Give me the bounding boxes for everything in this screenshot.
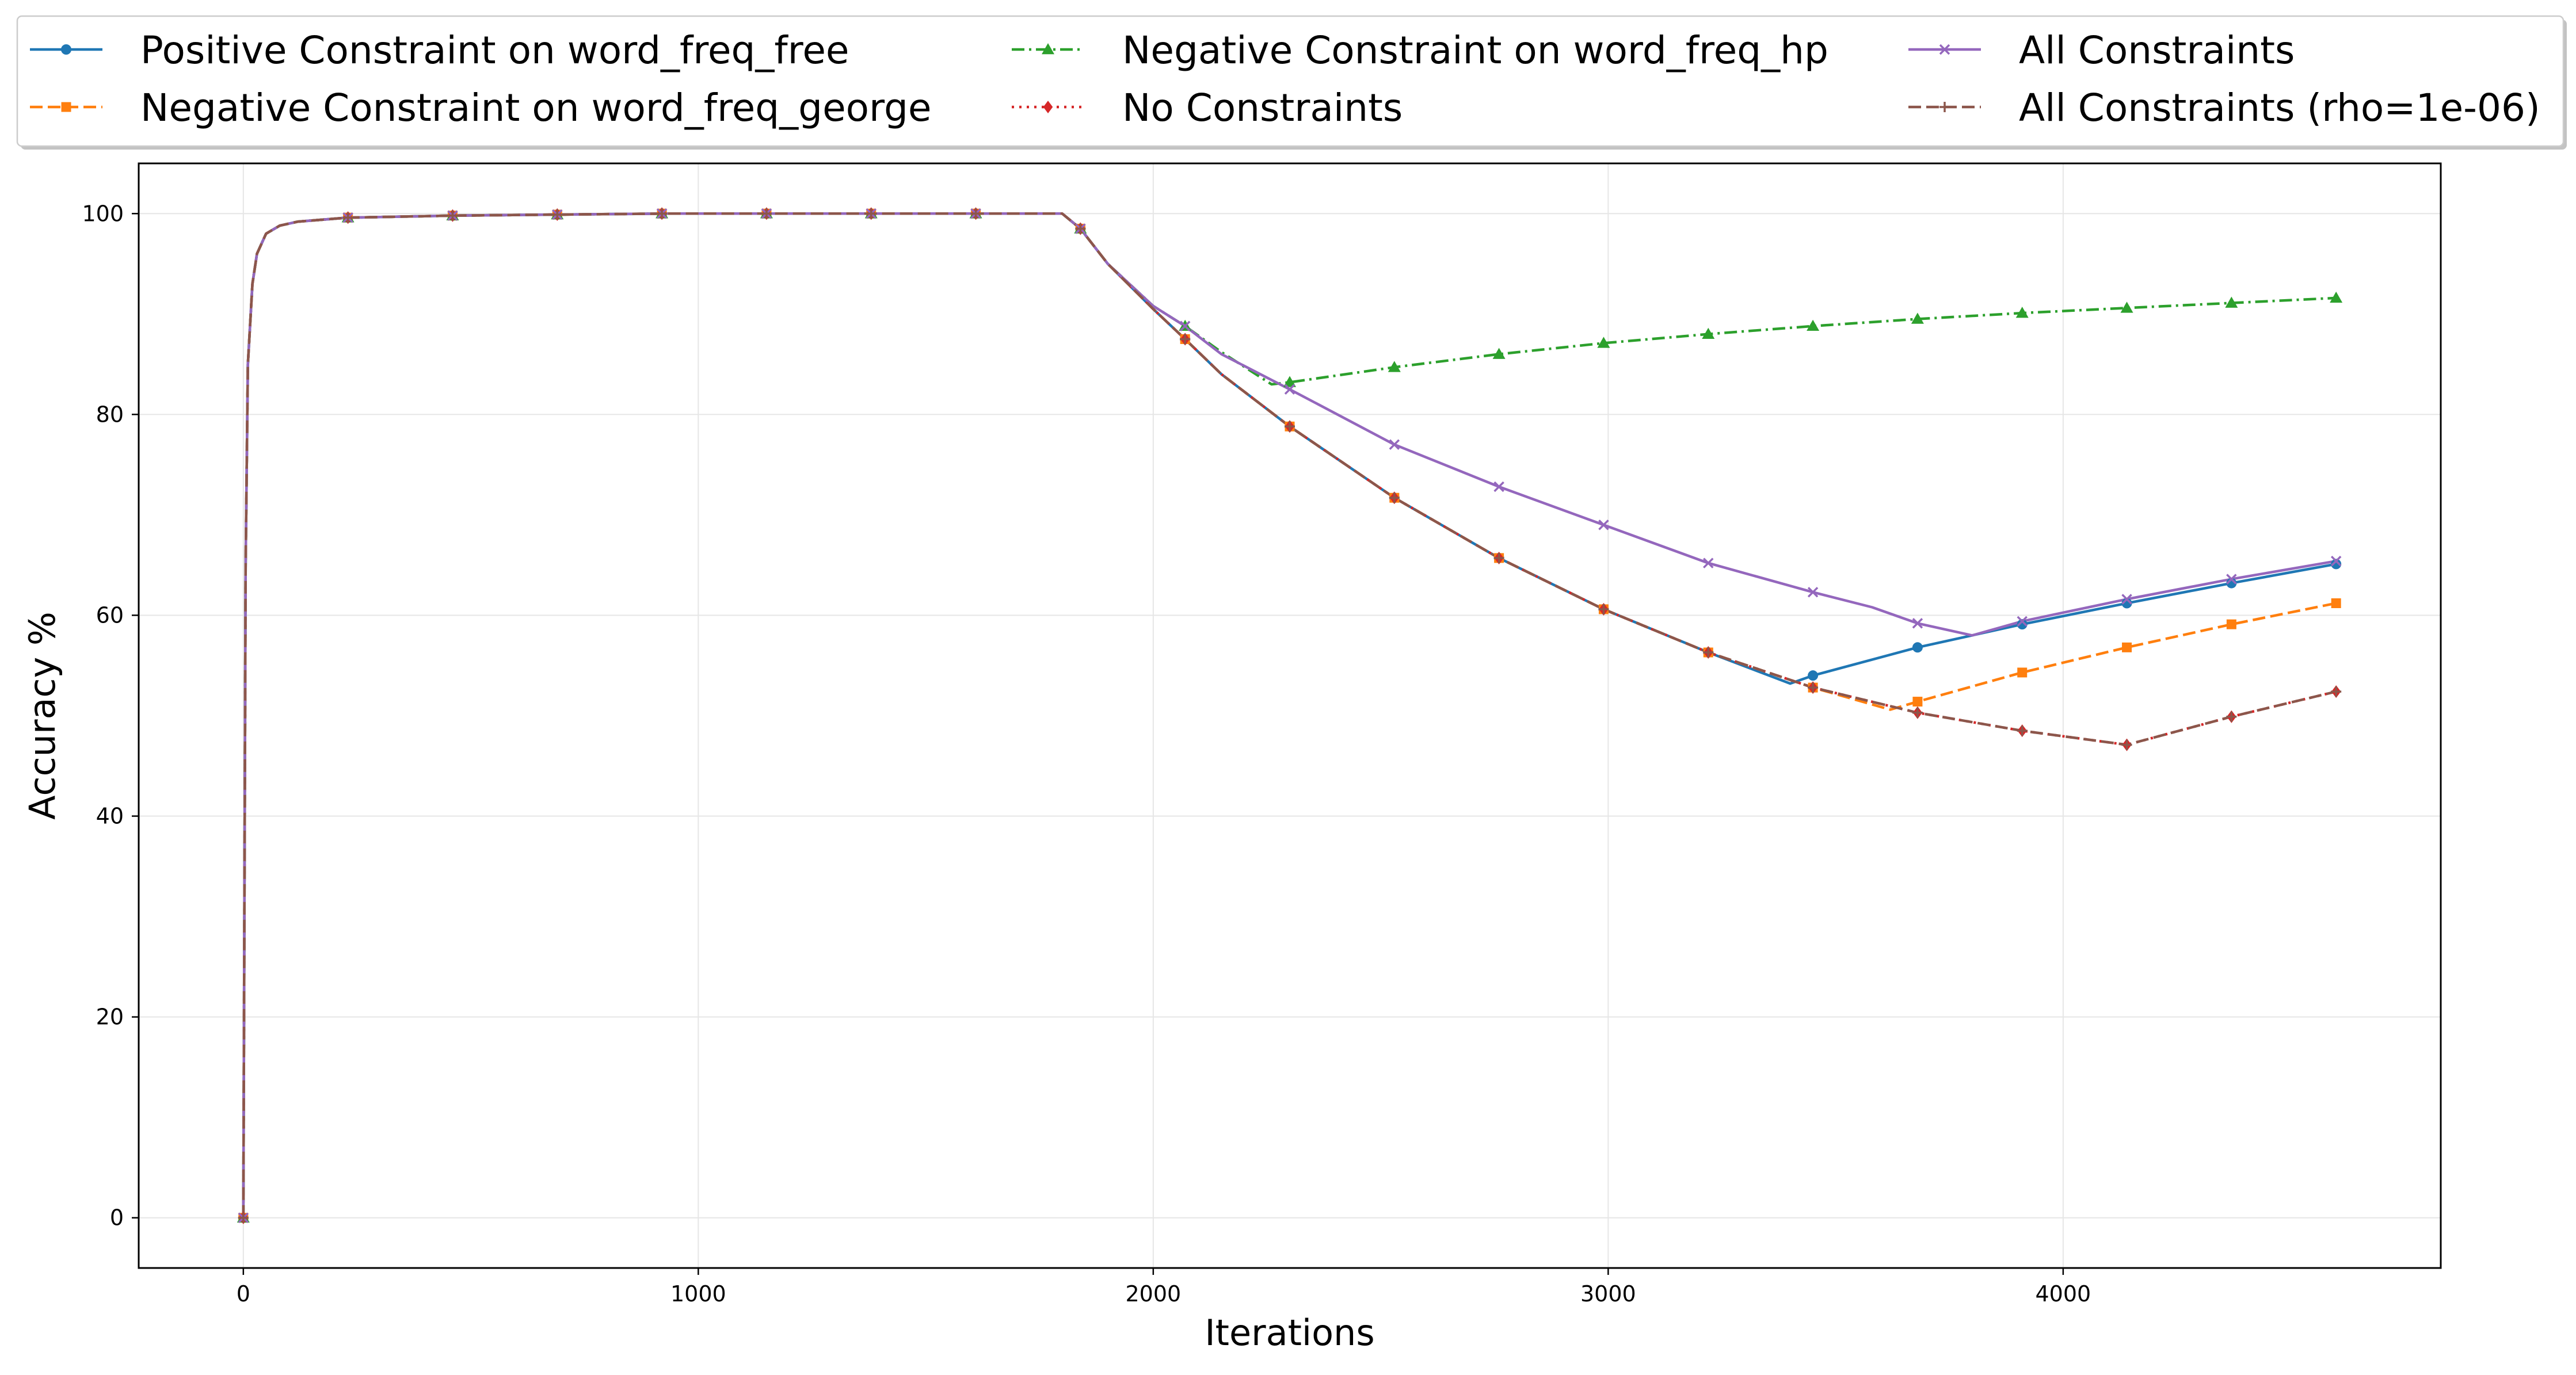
legend-marker-2 [61,102,71,112]
marker-series-5 [1389,439,1400,450]
marker-series-3 [1702,327,1715,339]
y-axis-label: Accuracy % [21,612,63,820]
marker-series-3 [1492,347,1506,359]
marker-series-5 [1598,520,1609,530]
marker-series-3 [1597,337,1610,348]
legend-marker-1 [61,44,71,55]
legend-marker-3 [1042,43,1054,55]
marker-series-1 [1912,642,1923,653]
x-tick-label: 1000 [670,1281,726,1307]
y-tick-label: 0 [110,1205,124,1231]
marker-series-2 [2331,598,2341,609]
marker-series-5 [2226,574,2237,585]
marker-series-6 [2017,725,2028,736]
legend-label-1: Positive Constraint on word_freq_free [140,28,849,72]
marker-series-5 [2330,555,2342,567]
marker-series-3 [1911,312,1924,324]
marker-series-6 [1493,552,1504,563]
marker-series-5 [1912,618,1923,629]
marker-series-6 [866,208,877,219]
x-axis-label: Iterations [1205,1312,1374,1354]
marker-series-3 [2225,296,2238,308]
marker-series-6 [1808,682,1819,693]
y-tick-label: 40 [96,804,124,829]
marker-series-6 [1389,492,1400,503]
legend-label-3: Negative Constraint on word_freq_hp [1122,28,1828,72]
marker-series-5 [2017,616,2028,627]
legend-marker-6 [1939,102,1950,112]
marker-series-5 [1284,384,1295,395]
marker-series-5 [1179,320,1191,332]
marker-series-1 [2017,619,2028,630]
legend-label-2: Negative Constraint on word_freq_george [140,86,932,130]
marker-series-3 [1807,319,1820,331]
marker-series-3 [2330,291,2343,303]
legend-marker-4 [1043,101,1053,113]
marker-series-6 [447,210,458,221]
plot-frame [138,162,2442,1269]
marker-series-6 [1180,334,1191,345]
marker-series-5 [1703,557,1714,568]
series-line-6 [242,212,2337,1218]
marker-series-6 [1912,707,1923,718]
marker-series-6 [1598,604,1609,614]
x-tick-label: 0 [237,1281,250,1307]
marker-series-6 [2226,711,2237,722]
marker-series-6 [238,1212,249,1223]
marker-series-6 [657,208,668,219]
marker-series-1 [2331,559,2342,570]
marker-series-1 [1808,670,1819,681]
marker-series-6 [761,208,772,219]
marker-series-2 [2122,642,2132,652]
marker-series-6 [2121,739,2132,750]
legend-marker-5 [1939,44,1950,55]
series-markers [237,207,2343,1224]
marker-series-6 [2331,686,2342,697]
marker-series-6 [342,212,353,223]
grid-lines [139,163,2441,1268]
y-tick-label: 80 [96,402,124,427]
legend: Positive Constraint on word_freq_free Neg… [16,15,2567,150]
legend-label-4: No Constraints [1122,86,1403,130]
marker-series-6 [1075,223,1086,234]
marker-series-5 [2121,594,2132,605]
marker-series-3 [1283,376,1296,387]
x-tick-label: 2000 [1125,1281,1181,1307]
axis-ticks: 0 1000 2000 3000 4000 0 20 40 60 80 100 [82,201,2091,1307]
marker-series-2 [1912,697,1923,707]
marker-series-2 [2017,667,2028,678]
marker-series-3 [2120,301,2133,313]
y-tick-label: 60 [96,602,124,628]
legend-label-6: All Constraints (rho=1e-06) [2019,86,2540,130]
marker-series-5 [1807,587,1819,598]
marker-series-5 [1493,481,1504,492]
marker-series-6 [970,208,981,219]
marker-series-3 [2015,307,2029,318]
marker-series-2 [2226,619,2236,629]
legend-label-5: All Constraints [2019,28,2295,72]
x-tick-label: 3000 [1580,1281,1636,1307]
marker-series-6 [1703,647,1714,658]
x-tick-label: 4000 [2036,1281,2091,1307]
marker-series-6 [552,209,563,220]
y-tick-label: 100 [82,201,124,226]
marker-series-6 [1285,421,1295,432]
marker-series-3 [1388,361,1401,372]
y-tick-label: 20 [96,1004,124,1030]
